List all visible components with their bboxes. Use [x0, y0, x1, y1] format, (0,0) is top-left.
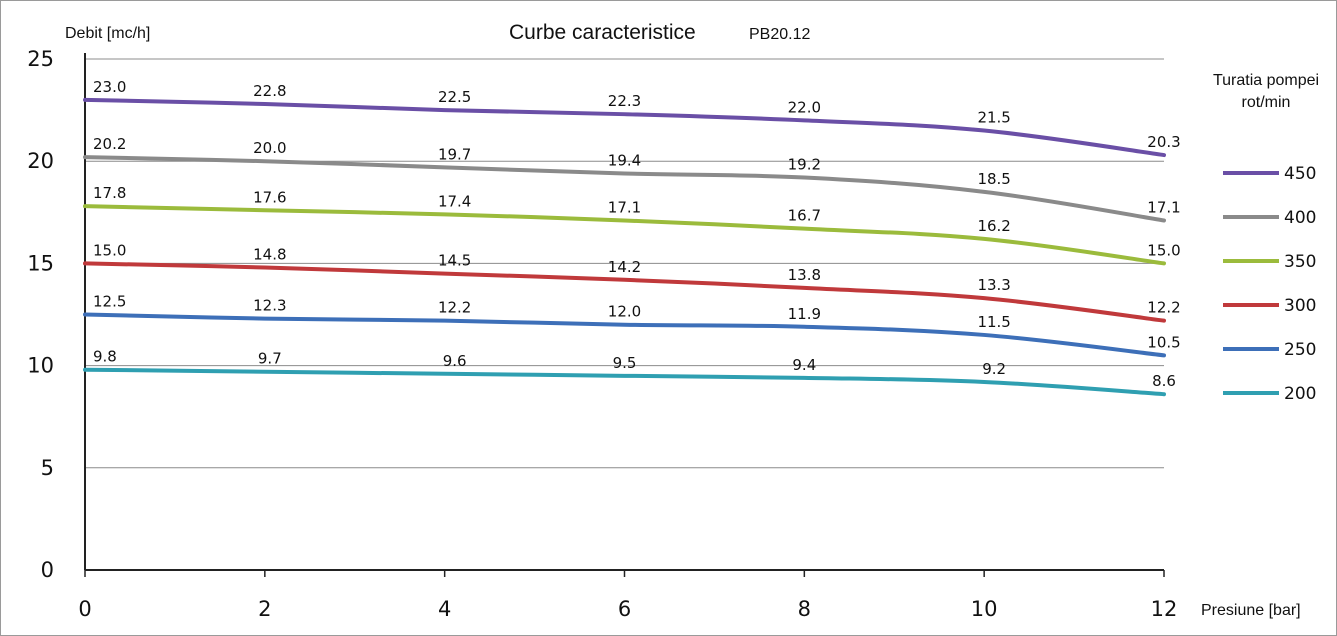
data-label-450-x0: 23.0: [93, 78, 126, 96]
y-tick-label-0: 0: [41, 558, 54, 582]
data-label-450-x8: 22.0: [788, 98, 821, 116]
series-line-450: [83, 97, 1166, 158]
data-label-250-x8: 11.9: [788, 305, 821, 323]
legend-title-line1: Turatia pompei: [1213, 72, 1319, 89]
data-label-200-x12: 8.6: [1152, 372, 1176, 390]
data-label-400-x2: 20.0: [253, 139, 286, 157]
data-label-200-x2: 9.7: [258, 350, 282, 368]
legend-label-200: 200: [1284, 384, 1316, 404]
x-tick-label-2: 2: [258, 597, 271, 621]
data-label-300-x2: 14.8: [253, 245, 286, 263]
data-label-450-x4: 22.5: [438, 88, 471, 106]
legend-label-250: 250: [1284, 340, 1316, 360]
data-label-250-x2: 12.3: [253, 297, 286, 315]
legend-label-400: 400: [1284, 208, 1316, 228]
data-label-400-x10: 18.5: [977, 170, 1010, 188]
chart-subtitle: PB20.12: [749, 26, 810, 43]
series-line-200: [83, 367, 1166, 397]
data-label-250-x6: 12.0: [608, 303, 641, 321]
data-label-250-x4: 12.2: [438, 299, 471, 317]
y-tick-label-25: 25: [27, 47, 54, 71]
y-axis-label: Debit [mc/h]: [65, 25, 150, 42]
data-label-400-x0: 20.2: [93, 135, 126, 153]
series-lines: [83, 97, 1166, 397]
y-tick-label-15: 15: [27, 251, 54, 275]
data-label-250-x0: 12.5: [93, 293, 126, 311]
x-axis-label: Presiune [bar]: [1201, 602, 1301, 619]
data-label-200-x4: 9.6: [443, 352, 467, 370]
data-label-300-x12: 12.2: [1147, 299, 1180, 317]
data-label-450-x12: 20.3: [1147, 133, 1180, 151]
data-label-300-x4: 14.5: [438, 252, 471, 270]
y-tick-label-10: 10: [27, 354, 54, 378]
y-tick-label-20: 20: [27, 149, 54, 173]
legend-label-300: 300: [1284, 296, 1316, 316]
series-line-350: [83, 204, 1166, 266]
series-line-400: [83, 155, 1166, 223]
legend-label-350: 350: [1284, 252, 1316, 272]
data-label-350-x6: 17.1: [608, 198, 641, 216]
data-label-450-x2: 22.8: [253, 82, 286, 100]
data-label-350-x2: 17.6: [253, 188, 286, 206]
data-label-350-x10: 16.2: [977, 217, 1010, 235]
data-label-300-x0: 15.0: [93, 241, 126, 259]
data-label-350-x0: 17.8: [93, 184, 126, 202]
series-line-250: [83, 312, 1166, 358]
legend-title-line2: rot/min: [1242, 94, 1291, 111]
data-label-250-x10: 11.5: [977, 313, 1010, 331]
x-tick-label-6: 6: [618, 597, 631, 621]
x-tick-label-10: 10: [971, 597, 998, 621]
data-labels: 23.0 22.8 22.5 22.3 22.0 21.5 20.3 20.2 20.0 19.7…: [93, 78, 1181, 390]
data-label-400-x4: 19.7: [438, 145, 471, 163]
data-label-300-x6: 14.2: [608, 258, 641, 276]
legend: 450 400 350 300 250 200: [1223, 164, 1316, 404]
data-label-350-x4: 17.4: [438, 192, 471, 210]
data-label-300-x10: 13.3: [977, 276, 1010, 294]
x-tick-label-8: 8: [798, 597, 811, 621]
series-line-300: [83, 261, 1166, 323]
data-label-350-x8: 16.7: [788, 207, 821, 225]
data-label-200-x0: 9.8: [93, 348, 117, 366]
axes: 0 5 10 15 20 25 0 2 4 6 8 10 12: [27, 47, 1177, 621]
x-tick-label-4: 4: [438, 597, 451, 621]
data-label-200-x6: 9.5: [613, 354, 637, 372]
data-label-400-x6: 19.4: [608, 151, 641, 169]
data-label-400-x12: 17.1: [1147, 198, 1180, 216]
data-label-450-x6: 22.3: [608, 92, 641, 110]
data-label-200-x8: 9.4: [792, 356, 816, 374]
legend-label-450: 450: [1284, 164, 1316, 184]
data-label-250-x12: 10.5: [1147, 333, 1180, 351]
data-label-350-x12: 15.0: [1147, 241, 1180, 259]
data-label-400-x8: 19.2: [788, 156, 821, 174]
chart-title: Curbe caracteristice: [509, 21, 696, 44]
x-tick-label-12: 12: [1151, 597, 1178, 621]
data-label-450-x10: 21.5: [977, 109, 1010, 127]
data-label-300-x8: 13.8: [788, 266, 821, 284]
y-tick-label-5: 5: [41, 456, 54, 480]
data-label-200-x10: 9.2: [982, 360, 1006, 378]
x-tick-label-0: 0: [78, 597, 91, 621]
